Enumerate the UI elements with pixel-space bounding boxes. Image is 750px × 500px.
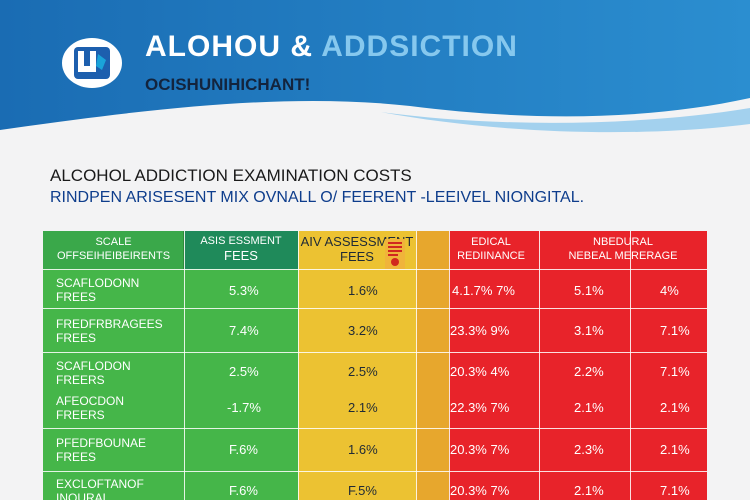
cell-value: 2.1% bbox=[660, 400, 690, 415]
row-label: FREES bbox=[56, 450, 97, 464]
header-scale-line2: OFFSEIHEIBEIRENTS bbox=[56, 250, 171, 262]
cell-value: 20.3% 4% bbox=[450, 364, 510, 379]
cell-value: 2.1% bbox=[574, 400, 604, 415]
table-header-row: SCALE OFFSEIHEIBEIRENTS ASIS ESSMENT FEE… bbox=[43, 231, 707, 269]
cell-value: F.6% bbox=[229, 442, 258, 457]
header-asis-line2: FEES bbox=[224, 248, 258, 263]
cell-value: 2.1% bbox=[574, 483, 604, 498]
cell-value: 5.1% bbox=[574, 283, 604, 298]
cell-value: 3.1% bbox=[574, 323, 604, 338]
section-heading: ALCOHOL ADDICTION EXAMINATION COSTS bbox=[50, 166, 412, 185]
row-divider bbox=[43, 308, 707, 309]
cell-value: 4.1.7% 7% bbox=[452, 283, 515, 298]
cell-value: 2.1% bbox=[660, 442, 690, 457]
row-label: INOURAL bbox=[56, 491, 110, 500]
header-nbedural-line2: NEBEAL MERERAGE bbox=[568, 250, 678, 262]
header-cell-scale bbox=[43, 231, 184, 269]
header-asis-line1: ASIS ESSMENT bbox=[200, 235, 282, 247]
row-divider bbox=[43, 352, 707, 353]
page-title: ALOHOU & ADDSICTION bbox=[145, 30, 518, 64]
row-label: EXCLOFTANOF bbox=[56, 477, 144, 491]
cell-value: 2.5% bbox=[348, 364, 378, 379]
cell-value: 20.3% 7% bbox=[450, 442, 510, 457]
title-accent: ADDSICTION bbox=[321, 30, 518, 63]
header-medical-line1: EDICAL bbox=[471, 236, 511, 248]
row-label: FREERS bbox=[56, 408, 105, 422]
header-banner: ALOHOU & ADDSICTION OCISHUNIHICHANT! bbox=[0, 0, 750, 140]
cell-value: 1.6% bbox=[348, 283, 378, 298]
cell-value: 7.1% bbox=[660, 323, 690, 338]
header-nbedural-line1: NBEDURAL bbox=[593, 236, 653, 248]
orange-column bbox=[416, 231, 449, 500]
column-divider bbox=[449, 231, 450, 500]
column-divider bbox=[184, 231, 185, 500]
cell-value: 1.6% bbox=[348, 442, 378, 457]
page-subtitle: OCISHUNIHICHANT! bbox=[145, 75, 311, 94]
header-wave bbox=[0, 0, 750, 133]
header-cell-nbedural bbox=[539, 231, 707, 269]
header-scale-line1: SCALE bbox=[95, 236, 132, 248]
cell-value: -1.7% bbox=[227, 400, 261, 415]
cell-value: 4% bbox=[660, 283, 679, 298]
cell-value: 20.3% 7% bbox=[450, 483, 510, 498]
cell-value: 2.5% bbox=[229, 364, 259, 379]
row-divider bbox=[43, 428, 707, 429]
header-medical-line2: REDIINANCE bbox=[457, 250, 525, 262]
cell-value: 7.4% bbox=[229, 323, 259, 338]
row-divider bbox=[43, 471, 707, 472]
cell-value: 7.1% bbox=[660, 483, 690, 498]
cell-value: 3.2% bbox=[348, 323, 378, 338]
row-label: FREDFRBRAGEES bbox=[56, 317, 163, 331]
column-divider bbox=[298, 231, 299, 500]
cell-value: F.6% bbox=[229, 483, 258, 498]
cell-value: 5.3% bbox=[229, 283, 259, 298]
row-label: SCAFLODONN bbox=[56, 276, 140, 290]
shield-logo-icon bbox=[60, 36, 124, 90]
yellow-column bbox=[298, 231, 416, 500]
row-label: FREES bbox=[56, 290, 97, 304]
column-divider bbox=[416, 231, 417, 500]
cell-value: 23.3% 9% bbox=[450, 323, 510, 338]
cell-value: 22.3% 7% bbox=[450, 400, 510, 415]
red-column-group bbox=[449, 231, 707, 500]
row-label: AFEOCDON bbox=[56, 394, 125, 408]
header-cell-asis bbox=[184, 231, 298, 269]
row-label: SCAFLODON bbox=[56, 359, 131, 373]
cell-value: 2.2% bbox=[574, 364, 604, 379]
header-cell-medical bbox=[449, 231, 539, 269]
section-subheading: RINDPEN ARISESENT MIX OVNALL O/ FEERENT … bbox=[50, 189, 585, 206]
cell-value: 2.1% bbox=[348, 400, 378, 415]
header-aiv-line2: FEES bbox=[340, 249, 374, 264]
column-divider bbox=[630, 231, 631, 500]
stamp-icon bbox=[384, 237, 406, 271]
cell-value: 2.3% bbox=[574, 442, 604, 457]
cost-table: SCALE OFFSEIHEIBEIRENTS ASIS ESSMENT FEE… bbox=[43, 231, 707, 500]
row-label: FREERS bbox=[56, 373, 105, 387]
cell-value: 7.1% bbox=[660, 364, 690, 379]
green-column-group bbox=[43, 231, 298, 500]
column-divider bbox=[539, 231, 540, 500]
row-label: PFEDFBOUNAE bbox=[56, 436, 147, 450]
cell-value: F.5% bbox=[348, 483, 377, 498]
title-main: ALOHOU & bbox=[145, 30, 322, 63]
row-divider bbox=[43, 269, 707, 270]
row-label: FREES bbox=[56, 331, 97, 345]
